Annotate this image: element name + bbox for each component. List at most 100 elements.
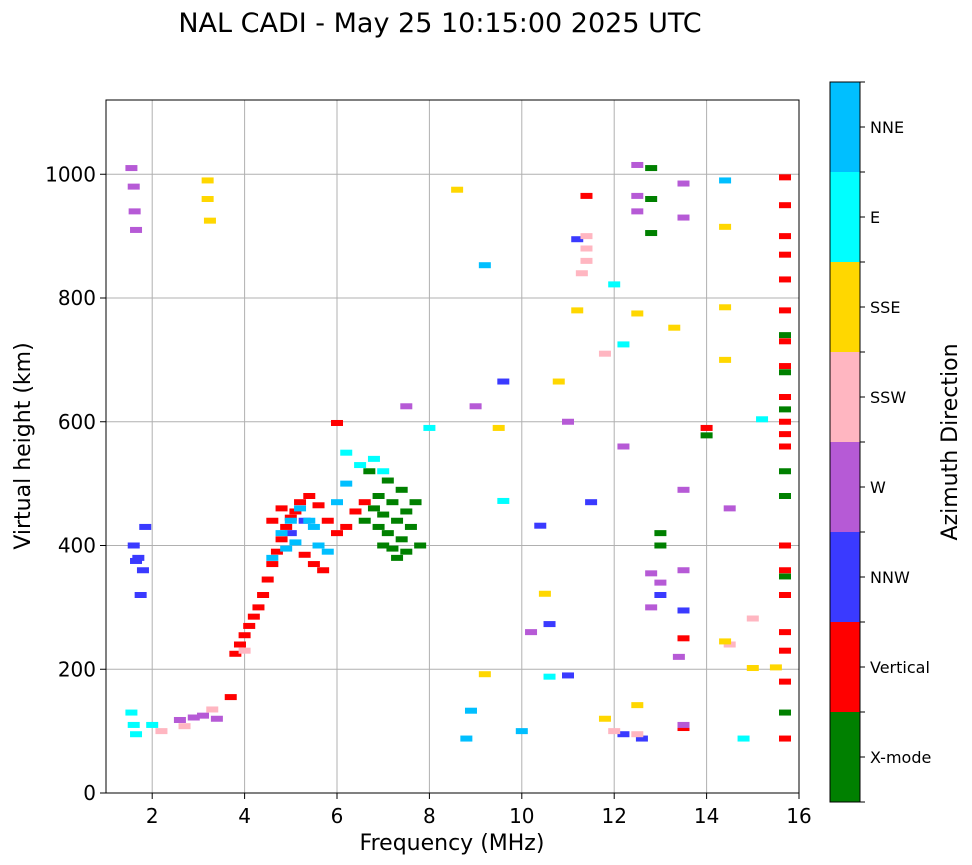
data-point: [321, 548, 334, 555]
data-point: [358, 499, 371, 506]
data-point: [132, 554, 145, 561]
series-vertical: [224, 174, 791, 742]
data-point: [779, 406, 791, 413]
data-point: [562, 672, 574, 679]
data-point: [289, 508, 302, 515]
x-axis-label: Frequency (MHz): [360, 831, 545, 856]
x-tick-label: 2: [146, 804, 159, 828]
data-point: [779, 678, 791, 685]
series-x-mode: [358, 165, 791, 716]
data-point: [571, 236, 584, 243]
data-point: [280, 545, 293, 552]
data-point: [224, 694, 237, 701]
data-point: [284, 530, 297, 537]
data-point: [534, 522, 547, 529]
data-point: [125, 709, 138, 716]
data-point: [779, 307, 791, 314]
data-point: [779, 369, 791, 376]
data-point: [700, 432, 713, 439]
data-point: [654, 530, 667, 537]
data-point: [146, 721, 159, 728]
data-point: [631, 192, 644, 199]
data-point: [391, 517, 404, 524]
data-point: [349, 508, 362, 515]
colorbar-frame: [829, 81, 861, 803]
data-point: [478, 262, 491, 269]
data-point: [585, 499, 598, 506]
data-point: [631, 310, 644, 317]
data-point: [464, 707, 477, 714]
data-point: [779, 493, 791, 499]
data-point: [677, 567, 690, 574]
colorbar-segment: [830, 262, 860, 352]
data-point: [340, 480, 353, 487]
data-point: [136, 567, 149, 574]
data-point: [645, 570, 658, 577]
data-point: [317, 567, 330, 574]
data-point: [779, 431, 791, 438]
data-point: [631, 208, 644, 215]
data-point: [386, 545, 399, 552]
data-point: [645, 604, 658, 611]
data-point: [340, 449, 353, 456]
y-tick-label: 400: [58, 534, 96, 558]
data-point: [395, 536, 408, 543]
data-point: [719, 177, 732, 184]
data-point: [598, 350, 611, 357]
data-point: [372, 493, 385, 499]
data-point: [580, 245, 593, 252]
data-point: [677, 180, 690, 187]
series-sse: [201, 177, 782, 722]
y-axis-label: Virtual height (km): [11, 342, 36, 549]
data-point: [719, 223, 732, 230]
data-point: [779, 251, 791, 258]
series-ssw: [155, 233, 759, 738]
data-point: [779, 542, 791, 549]
colorbar-tick-label: E: [870, 208, 880, 227]
grid: [106, 100, 800, 794]
data-point: [128, 208, 141, 215]
data-point: [478, 671, 491, 678]
y-tick-label: 600: [58, 410, 96, 434]
data-point: [779, 174, 791, 181]
data-point: [654, 579, 667, 586]
data-point: [608, 728, 621, 735]
data-point: [275, 536, 288, 543]
data-point: [723, 641, 736, 648]
data-point: [340, 523, 353, 530]
data-point: [130, 731, 143, 738]
data-point: [677, 635, 690, 642]
data-point: [294, 499, 307, 506]
y-tick-label: 0: [83, 781, 96, 805]
data-point: [312, 542, 325, 549]
data-point: [321, 517, 334, 524]
data-point: [779, 202, 791, 209]
data-point: [173, 716, 186, 723]
data-point: [307, 523, 320, 530]
data-point: [210, 715, 223, 722]
colorbar-tick-label: W: [870, 478, 886, 497]
data-point: [779, 709, 791, 716]
data-point: [409, 499, 422, 506]
data-point: [284, 514, 297, 521]
series-e: [125, 281, 769, 742]
colorbar-segment: [830, 172, 860, 262]
colorbar-tick-label: NNE: [870, 118, 904, 137]
y-tick-label: 200: [58, 657, 96, 681]
data-point: [400, 403, 413, 410]
data-point: [677, 607, 690, 614]
data-point: [238, 632, 251, 639]
data-point: [723, 505, 736, 512]
colorbar-segment: [830, 352, 860, 442]
data-point: [243, 622, 256, 629]
x-tick-label: 10: [509, 804, 534, 828]
data-point: [562, 418, 574, 425]
data-point: [247, 613, 260, 620]
data-point: [779, 233, 791, 240]
data-point: [252, 604, 265, 611]
data-point: [617, 731, 630, 738]
data-point: [497, 378, 510, 385]
data-point: [155, 728, 168, 735]
data-point: [261, 576, 274, 583]
data-point: [779, 443, 791, 450]
